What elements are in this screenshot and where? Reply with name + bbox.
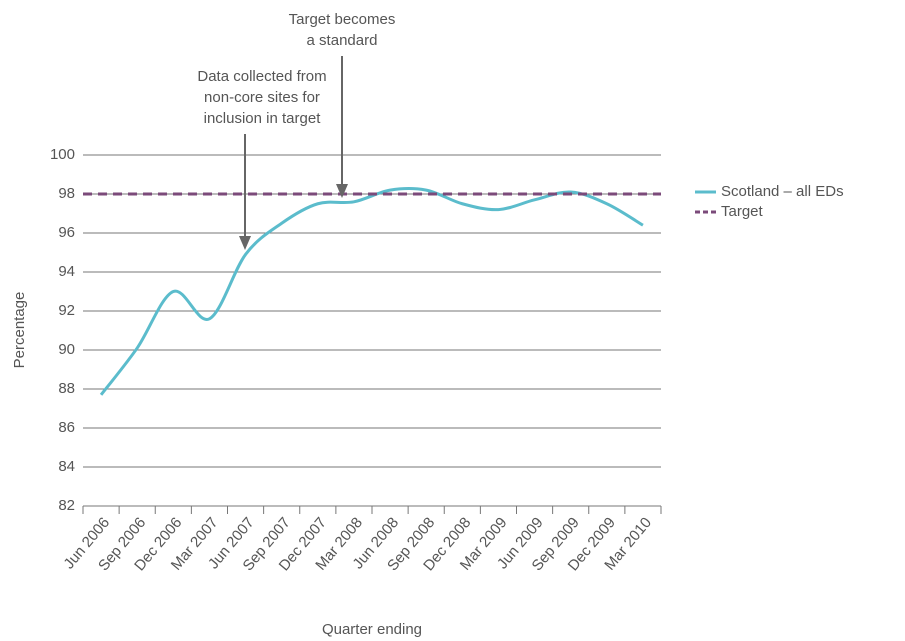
y-tick-label: 84 xyxy=(58,458,75,475)
y-tick-label: 98 xyxy=(58,185,75,202)
legend-label: Scotland – all EDs xyxy=(721,183,844,200)
y-tick-label: 82 xyxy=(58,497,75,514)
annotation-arrowhead xyxy=(239,236,251,250)
legend-label: Target xyxy=(721,203,764,220)
y-tick-label: 86 xyxy=(58,419,75,436)
y-tick-label: 92 xyxy=(58,302,75,319)
y-tick-label: 94 xyxy=(58,263,75,280)
line-series xyxy=(99,187,644,396)
annotation-text: non-core sites for xyxy=(204,89,320,106)
annotation-text: Target becomes xyxy=(289,11,396,28)
y-axis-label: Percentage xyxy=(11,292,28,369)
y-tick-label: 90 xyxy=(58,341,75,358)
x-axis-label: Quarter ending xyxy=(322,621,422,638)
annotation-text: inclusion in target xyxy=(204,110,322,127)
y-tick-label: 88 xyxy=(58,380,75,397)
annotation-arrowhead xyxy=(336,184,348,198)
annotation-text: a standard xyxy=(307,32,378,49)
annotation-text: Data collected from xyxy=(197,68,326,85)
y-tick-label: 100 xyxy=(50,146,75,163)
y-tick-label: 96 xyxy=(58,224,75,241)
